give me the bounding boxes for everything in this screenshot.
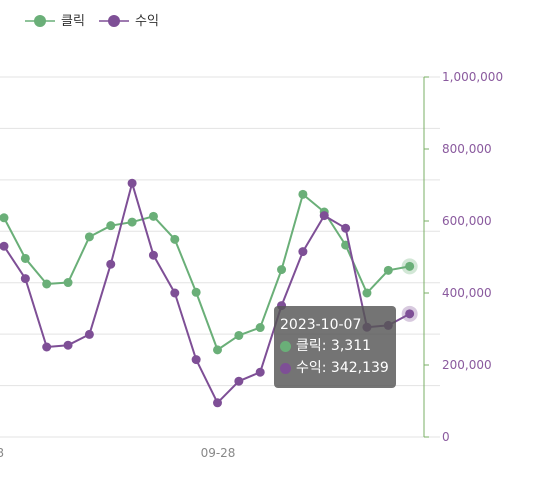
revenue-point[interactable]: [148, 250, 158, 260]
y-tick-label: 400,000: [442, 286, 492, 300]
series-layer: [0, 178, 418, 408]
click-point[interactable]: [63, 278, 73, 288]
click-point[interactable]: [405, 261, 415, 271]
revenue-point[interactable]: [341, 223, 351, 233]
click-point[interactable]: [255, 323, 265, 333]
revenue-point[interactable]: [0, 241, 9, 251]
revenue-point[interactable]: [298, 247, 308, 257]
revenue-point[interactable]: [191, 355, 201, 365]
tooltip-click-text: 클릭: 3,311: [296, 338, 372, 354]
x-tick-label: 09-28: [201, 446, 236, 460]
y-tick-label: 800,000: [442, 142, 492, 156]
revenue-point[interactable]: [127, 178, 137, 188]
click-point[interactable]: [234, 330, 244, 340]
y-tick-label: 1,000,000: [442, 70, 503, 84]
click-point[interactable]: [148, 211, 158, 221]
click-point[interactable]: [106, 221, 116, 231]
legend-click-label[interactable]: 클릭: [61, 14, 85, 29]
revenue-point[interactable]: [20, 274, 30, 284]
revenue-point[interactable]: [255, 367, 265, 377]
tooltip-click-dot: [280, 340, 291, 352]
grid-lines: [0, 76, 440, 438]
y-tick-label: 600,000: [442, 214, 492, 228]
axes: 0 200,000 400,000 600,000 800,000 1,000,000 8 0…: [0, 70, 503, 460]
tooltip-revenue-dot: [280, 362, 291, 374]
revenue-point[interactable]: [319, 211, 329, 221]
revenue-point[interactable]: [170, 288, 180, 298]
revenue-point[interactable]: [84, 329, 94, 339]
y-tick-label: 0: [442, 430, 450, 444]
legend-revenue-label[interactable]: 수익: [135, 14, 159, 29]
click-point[interactable]: [0, 213, 9, 223]
click-point[interactable]: [362, 288, 372, 298]
tooltip-date: 2023-10-07: [280, 317, 362, 333]
click-point[interactable]: [213, 345, 222, 355]
x-tick-label: 8: [0, 446, 4, 460]
click-point[interactable]: [277, 265, 287, 275]
revenue-point[interactable]: [63, 340, 73, 350]
click-point[interactable]: [383, 265, 393, 275]
click-point[interactable]: [298, 189, 308, 199]
revenue-point[interactable]: [234, 376, 244, 386]
click-series-line: [3, 193, 410, 351]
legend[interactable]: 클릭 수익: [25, 14, 159, 29]
revenue-point[interactable]: [42, 342, 52, 352]
click-point[interactable]: [42, 279, 52, 289]
tooltip: 2023-10-07 클릭: 3,311 수익: 342,139: [274, 306, 396, 388]
y-tick-label: 200,000: [442, 358, 492, 372]
tooltip-click-row: 클릭: 3,311: [280, 335, 396, 357]
tooltip-revenue-row: 수익: 342,139: [280, 357, 396, 379]
revenue-point[interactable]: [106, 259, 116, 269]
click-point[interactable]: [20, 253, 30, 263]
click-point[interactable]: [170, 234, 180, 244]
tooltip-revenue-text: 수익: 342,139: [296, 360, 389, 376]
legend-click-swatch: [34, 15, 46, 27]
revenue-point[interactable]: [213, 398, 222, 408]
revenue-point[interactable]: [405, 309, 415, 319]
click-point[interactable]: [127, 217, 137, 227]
click-point[interactable]: [84, 232, 94, 242]
legend-revenue-swatch: [108, 15, 120, 27]
click-point[interactable]: [191, 287, 201, 297]
